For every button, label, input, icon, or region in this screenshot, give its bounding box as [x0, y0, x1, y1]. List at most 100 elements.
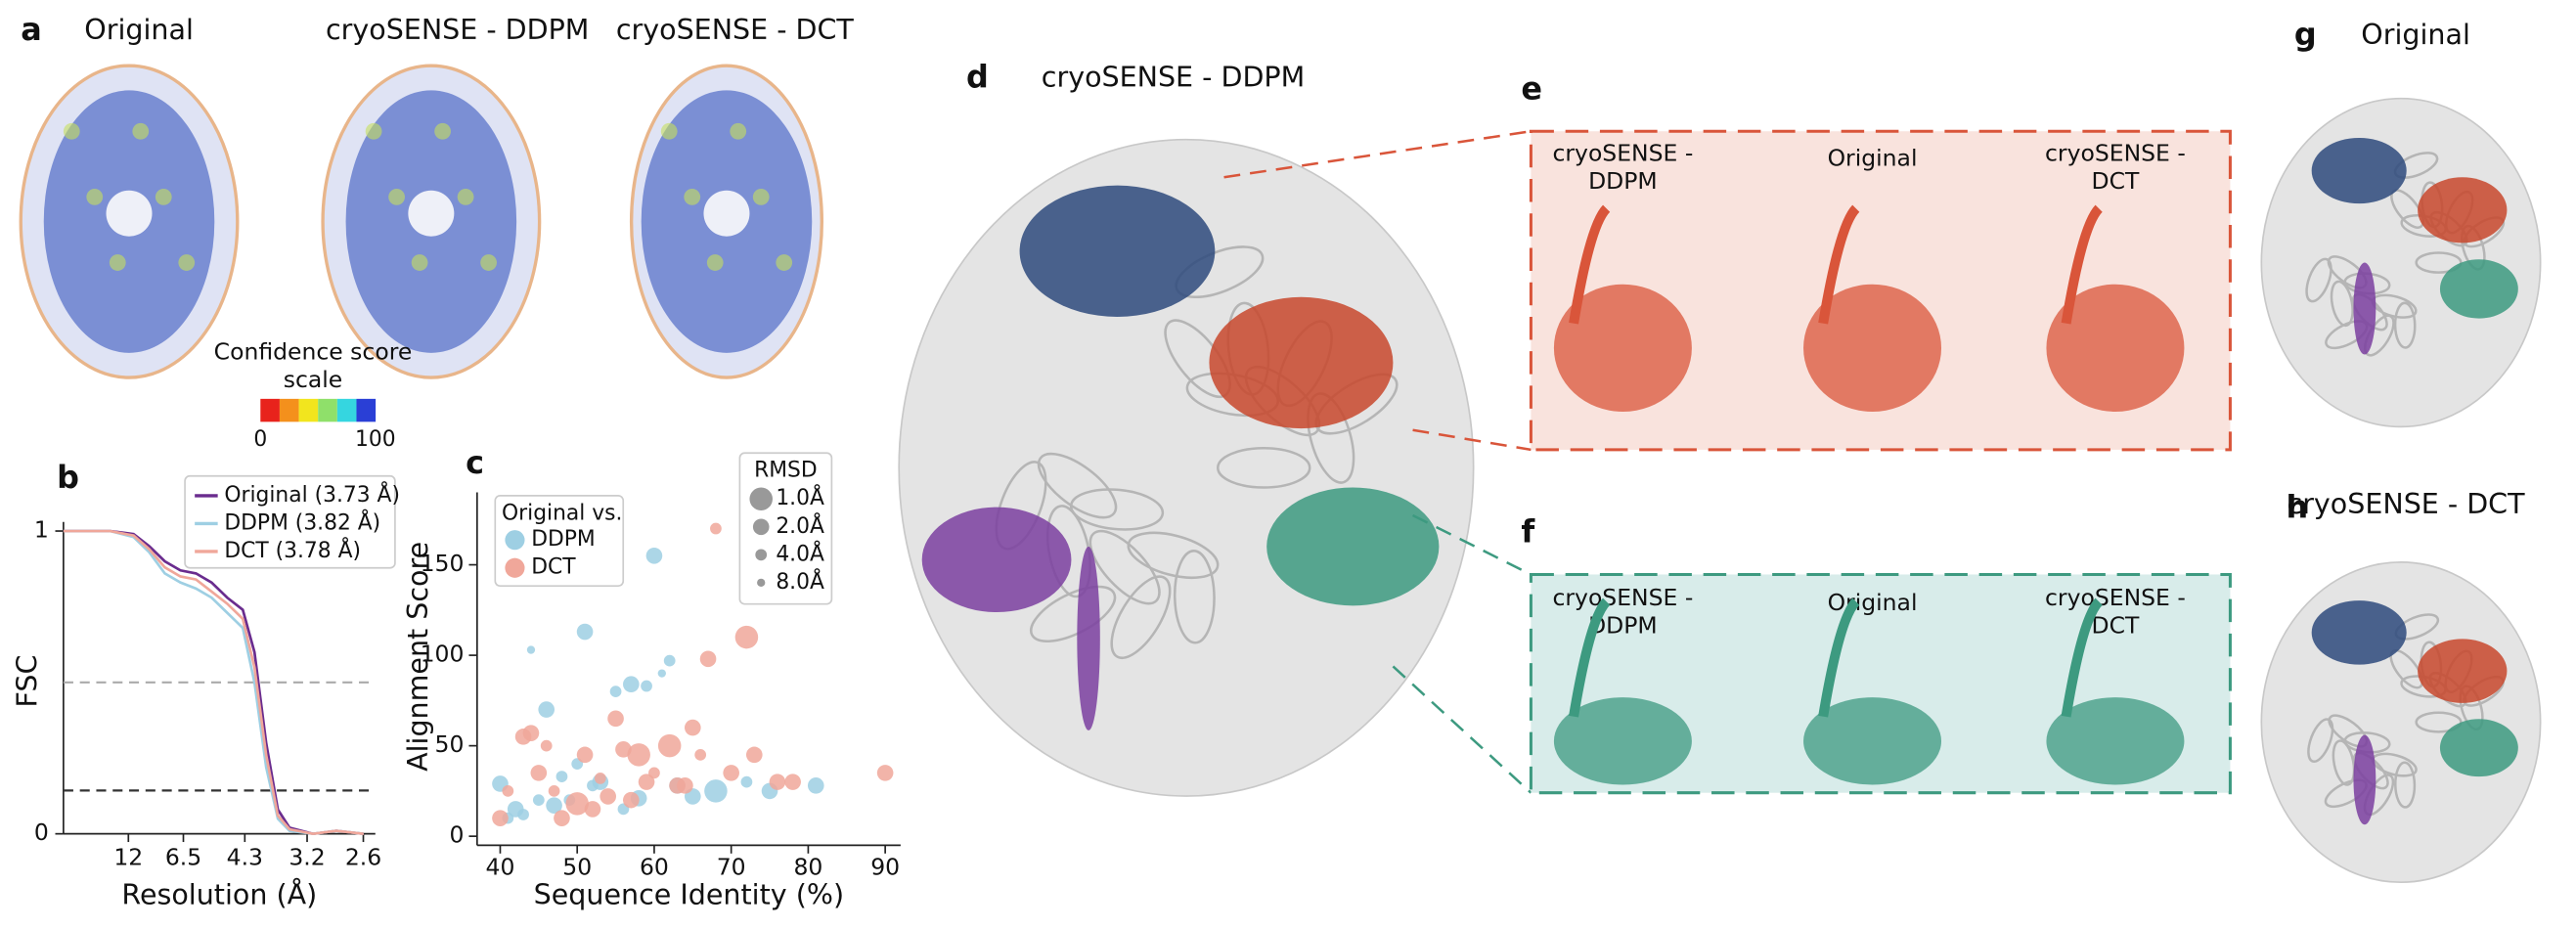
density-spot	[480, 254, 497, 271]
x-tick-label: 3.2	[289, 843, 325, 870]
scatter-point	[723, 765, 739, 781]
legend-swatch	[505, 557, 525, 578]
scatter-point	[548, 785, 560, 797]
connector	[1392, 665, 1532, 794]
scatter-point	[684, 719, 701, 736]
structure	[2046, 284, 2185, 412]
protein-domain	[2311, 137, 2407, 204]
y-axis-label: Alignment Score	[402, 542, 434, 772]
structure-label: DCT	[2092, 612, 2140, 640]
scatter-point	[638, 774, 655, 790]
panel-title: Original	[84, 14, 194, 46]
density-spot	[660, 122, 678, 140]
structure-label: Original	[1828, 589, 1918, 616]
density-spot	[457, 189, 474, 205]
x-tick-label: 40	[486, 853, 515, 880]
size-legend-label: 4.0Å	[776, 540, 824, 566]
density-spot	[178, 254, 196, 271]
protein-helix	[1088, 529, 1161, 605]
protein-domain	[2353, 262, 2376, 355]
colorbar-cell	[336, 398, 357, 422]
protein-domain	[2418, 177, 2508, 243]
y-tick-label: 150	[421, 550, 465, 577]
density-spot	[434, 122, 451, 140]
scatter-point	[657, 733, 682, 758]
legend-swatch	[505, 530, 525, 551]
structure-label: cryoSENSE -	[2045, 139, 2186, 166]
legend-box	[494, 495, 625, 588]
legend-box	[184, 474, 396, 569]
density-hole	[408, 190, 455, 237]
structure-helix	[1818, 204, 1860, 325]
size-legend-label: 1.0Å	[776, 484, 824, 510]
panel-letter: b	[57, 459, 79, 496]
structure	[1553, 284, 1692, 412]
scatter-point	[876, 765, 894, 781]
size-legend-label: 2.0Å	[776, 512, 824, 539]
x-tick-label: 2.6	[345, 843, 381, 870]
scatter-point	[641, 680, 652, 692]
protein-domain	[2439, 719, 2518, 777]
density-spot	[132, 122, 150, 140]
scatter-point	[554, 810, 570, 826]
colorbar-min: 0	[253, 427, 267, 452]
scatter-point	[522, 725, 540, 741]
protein-helix	[2307, 718, 2334, 763]
panel-title: Original	[2361, 19, 2470, 51]
size-legend-title: RMSD	[754, 459, 818, 483]
x-axis-label: Sequence Identity (%)	[534, 878, 844, 910]
protein-helix	[1110, 575, 1172, 660]
protein-helix	[2415, 711, 2463, 733]
y-tick-label: 0	[449, 821, 464, 849]
protein-helix	[1173, 550, 1216, 644]
structure	[1803, 697, 1942, 785]
x-tick-label: 4.3	[227, 843, 263, 870]
panel-title: cryoSENSE - DDPM	[326, 14, 589, 46]
protein-domain	[1266, 487, 1440, 606]
panel-letter: h	[2286, 488, 2308, 525]
protein-helix	[2394, 761, 2417, 809]
panel-letter: f	[1521, 512, 1535, 550]
size-legend-marker	[749, 487, 773, 510]
scatter-point	[623, 791, 640, 809]
colorbar-title: scale	[284, 366, 343, 393]
scatter-point	[526, 645, 536, 654]
density-hole	[106, 190, 153, 237]
fsc-line	[63, 529, 364, 836]
x-tick-label: 80	[793, 853, 822, 880]
legend-label: DDPM	[531, 527, 596, 552]
density-spot	[109, 254, 126, 271]
x-tick-label: 70	[717, 853, 746, 880]
x-tick-label: 6.5	[165, 843, 201, 870]
size-legend-marker	[755, 549, 768, 561]
scatter-point	[492, 810, 509, 826]
scatter-point	[623, 676, 640, 693]
colorbar-cell	[356, 398, 377, 422]
scatter-point	[532, 794, 545, 807]
structure-label: cryoSENSE -	[2045, 584, 2186, 611]
scatter-point	[710, 522, 722, 535]
scatter-point	[784, 774, 801, 790]
structure-label: Original	[1828, 144, 1918, 171]
protein-helix	[1127, 531, 1220, 580]
density-hole	[703, 190, 750, 237]
density-spot	[730, 122, 747, 140]
panel-letter: g	[2294, 16, 2317, 53]
density-spot	[86, 189, 104, 205]
protein-domain	[921, 507, 1072, 613]
connector	[1412, 428, 1532, 452]
density-spot	[684, 189, 701, 205]
scatter-point	[769, 774, 786, 790]
structure	[1803, 284, 1942, 412]
scatter-point	[555, 771, 568, 782]
structure-helix	[1818, 597, 1860, 718]
scatter-point	[657, 669, 666, 678]
protein-domain	[2418, 639, 2508, 703]
structure-helix	[2061, 204, 2104, 325]
density-spot	[365, 122, 382, 140]
scatter-point	[694, 748, 707, 761]
size-legend-marker	[757, 578, 766, 588]
size-legend-label: 8.0Å	[776, 568, 824, 595]
scatter-point	[600, 788, 617, 805]
